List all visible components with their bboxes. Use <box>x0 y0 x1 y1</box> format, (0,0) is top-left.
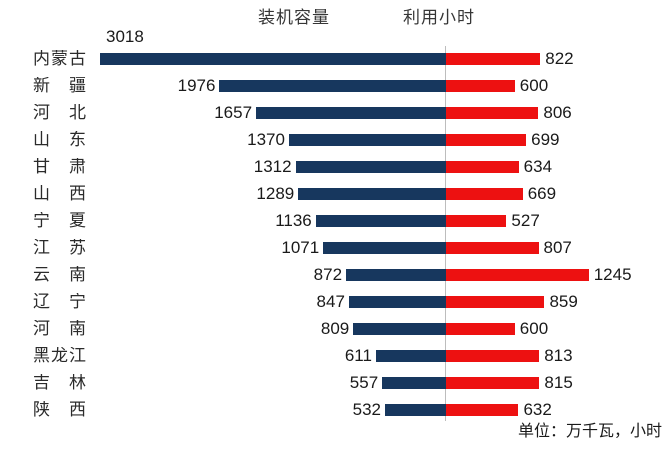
capacity-value-label: 1312 <box>253 156 292 176</box>
hours-bar <box>446 322 515 335</box>
hours-bar <box>446 268 589 281</box>
hours-value-label: 634 <box>523 156 553 176</box>
hours-value-label: 1245 <box>593 264 632 284</box>
hours-value-label: 669 <box>527 183 557 203</box>
capacity-value-label: 611 <box>344 345 372 365</box>
legend-label-hours: 利用小时 <box>403 8 475 27</box>
hours-value-label: 806 <box>543 102 572 122</box>
capacity-value-label: 1136 <box>275 210 312 230</box>
capacity-value-label: 872 <box>313 264 343 284</box>
hours-value-label: 632 <box>523 400 552 420</box>
hours-bar <box>446 187 523 200</box>
capacity-bar <box>323 241 446 254</box>
capacity-bar <box>346 268 446 281</box>
hours-bar <box>446 79 515 92</box>
category-label: 陕西 <box>33 401 86 420</box>
hours-value-label: 527 <box>511 210 540 230</box>
category-label: 河北 <box>33 103 86 122</box>
hours-bar <box>446 160 519 173</box>
category-label: 山西 <box>33 184 86 203</box>
capacity-bar <box>385 404 446 417</box>
category-label: 内蒙古 <box>33 49 86 68</box>
hours-bar <box>446 133 527 146</box>
capacity-value-label: 1657 <box>214 102 253 122</box>
capacity-value-label: 3018 <box>106 27 144 46</box>
capacity-bar <box>315 214 446 227</box>
hours-bar <box>446 214 507 227</box>
hours-bar <box>446 241 539 254</box>
capacity-bar <box>382 376 446 389</box>
capacity-value-label: 809 <box>320 318 350 338</box>
category-label: 辽宁 <box>33 292 86 311</box>
category-label: 黑龙江 <box>33 346 86 365</box>
capacity-value-label: 532 <box>352 400 382 420</box>
hours-bar <box>446 106 539 119</box>
hours-bar <box>446 52 541 65</box>
capacity-value-label: 847 <box>316 291 345 311</box>
category-label: 河南 <box>33 319 86 338</box>
capacity-bar <box>288 133 446 146</box>
capacity-value-label: 557 <box>349 372 379 392</box>
legend-label-capacity: 装机容量 <box>258 8 330 27</box>
hours-value-label: 813 <box>544 345 573 365</box>
capacity-value-label: 1071 <box>281 237 320 257</box>
capacity-bar <box>219 79 446 92</box>
hours-value-label: 859 <box>549 291 578 311</box>
category-label: 山东 <box>33 130 86 149</box>
capacity-value-label: 1976 <box>177 75 216 95</box>
capacity-bar <box>353 322 446 335</box>
capacity-bar <box>256 106 446 119</box>
capacity-value-label: 1289 <box>256 183 295 203</box>
category-label: 江苏 <box>33 238 86 257</box>
center-axis-line <box>445 46 446 421</box>
hours-value-label: 807 <box>543 237 572 257</box>
category-label: 宁夏 <box>33 211 86 230</box>
hours-value-label: 815 <box>544 372 573 392</box>
capacity-bar <box>295 160 446 173</box>
unit-note: 单位：万千瓦，小时 <box>517 423 662 440</box>
category-label: 新疆 <box>33 76 86 95</box>
category-label: 甘肃 <box>33 157 86 176</box>
capacity-bar <box>298 187 446 200</box>
capacity-bar <box>100 52 446 65</box>
hours-bar <box>446 404 519 417</box>
hours-bar <box>446 376 540 389</box>
category-label: 云南 <box>33 265 86 284</box>
capacity-bar <box>375 349 446 362</box>
hours-bar <box>446 349 540 362</box>
hours-value-label: 600 <box>519 75 549 95</box>
capacity-bar <box>348 295 446 308</box>
capacity-value-label: 1370 <box>247 129 285 149</box>
hours-value-label: 822 <box>545 48 574 68</box>
hours-value-label: 699 <box>531 129 560 149</box>
hours-bar <box>446 295 545 308</box>
category-label: 吉林 <box>33 373 86 392</box>
hours-value-label: 600 <box>519 318 549 338</box>
